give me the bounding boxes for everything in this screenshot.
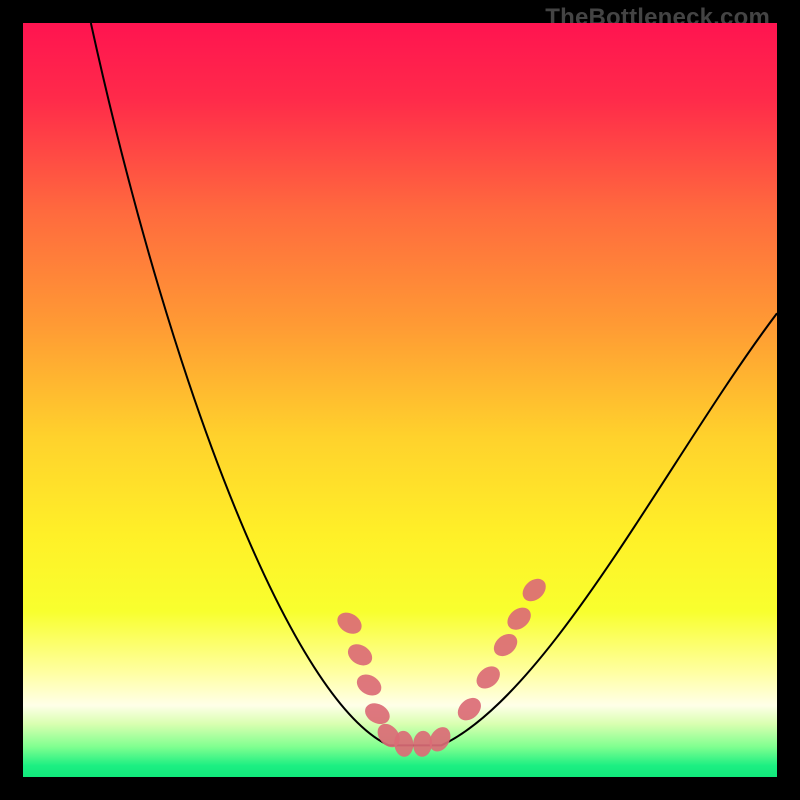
frame-top [0,0,800,23]
frame-left [0,0,23,800]
frame-bottom [0,777,800,800]
chart-background [23,23,777,777]
frame-right [777,0,800,800]
chart-plot [23,23,777,777]
